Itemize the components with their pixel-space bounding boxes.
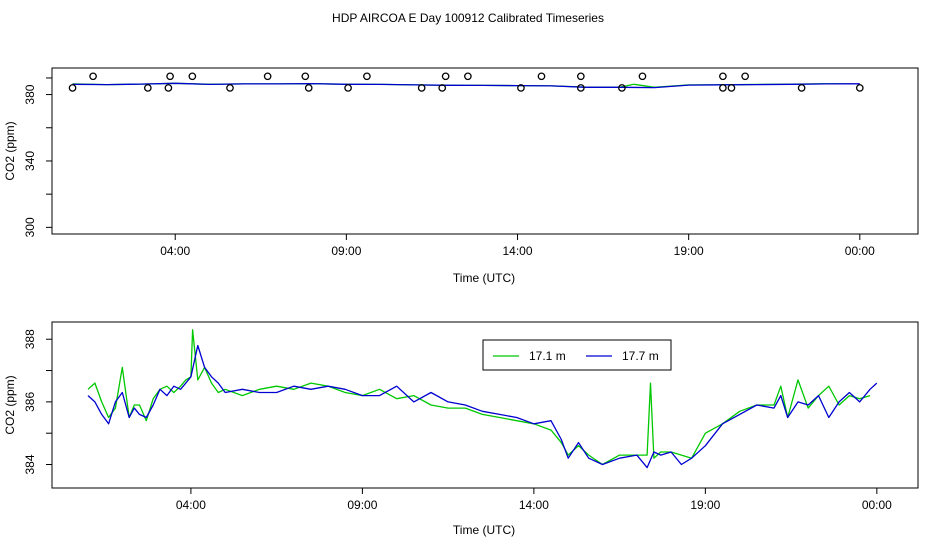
legend-box [482, 339, 672, 371]
top-marker-lower-2 [143, 84, 152, 92]
top-marker-lower-6 [344, 84, 352, 92]
bottom-y-tick-label-384: 384 [23, 454, 37, 474]
bottom-panel: 04:00 09:00 14:00 19:00 00:00 384 386 388 Time… [3, 321, 919, 537]
top-marker-lower-14 [797, 84, 806, 92]
top-y-tick-label-380: 380 [23, 84, 37, 104]
top-y-axis-label: CO2 (ppm) [3, 121, 17, 180]
bottom-x-tick-label-09-00: 09:00 [347, 498, 377, 512]
top-marker-upper-8 [464, 72, 472, 81]
top-series-layer [72, 82, 860, 89]
top-marker-lower-4 [226, 84, 234, 92]
bottom-x-tick-label-19-00: 19:00 [690, 498, 720, 512]
bottom-y-axis-label: CO2 (ppm) [3, 375, 17, 434]
bottom-y-tick-label-386: 386 [23, 392, 37, 412]
top-marker-upper-5 [301, 72, 310, 81]
bottom-series-line-17-7-m [87, 344, 878, 469]
top-x-tick-label-19-00: 19:00 [674, 244, 704, 258]
top-x-axis-label: Time (UTC) [453, 271, 515, 285]
top-panel: 04:00 09:00 14:00 19:00 00:00 300 340 380 Time… [3, 67, 919, 285]
legend-label-17-1m: 17.1 m [529, 349, 566, 363]
top-x-tick-label-09-00: 09:00 [331, 244, 361, 258]
top-marker-lower-12 [727, 84, 736, 92]
top-marker-upper-10 [576, 72, 585, 81]
bottom-x-tick-label-04-00: 04:00 [176, 498, 206, 512]
top-marker-lower-1 [68, 84, 77, 92]
top-marker-lower-10 [576, 84, 585, 92]
top-marker-lower-11 [618, 84, 626, 92]
top-x-tick-label-04-00: 04:00 [160, 244, 190, 258]
top-plot-frame [51, 67, 919, 235]
top-marker-lower-7 [417, 84, 426, 92]
top-x-tick-label-00-00: 00:00 [845, 244, 875, 258]
top-marker-upper-7 [441, 72, 450, 81]
bottom-plot-frame [51, 321, 919, 489]
top-marker-lower-15 [855, 84, 864, 92]
top-marker-upper-6 [363, 72, 371, 81]
top-marker-upper-12 [719, 72, 727, 81]
bottom-series-layer [87, 329, 878, 469]
top-y-tick-label-300: 300 [23, 217, 37, 237]
bottom-x-tick-label-14-00: 14:00 [519, 498, 549, 512]
top-marker-upper-3 [188, 72, 197, 81]
top-marker-lower-13 [719, 84, 727, 92]
top-marker-upper-1 [89, 72, 97, 81]
top-marker-upper-13 [741, 72, 749, 81]
bottom-y-tick-label-388: 388 [23, 329, 37, 349]
top-y-axis: 300 340 380 [23, 77, 52, 237]
bottom-x-axis: 04:00 09:00 14:00 19:00 00:00 [176, 488, 892, 512]
bottom-y-axis: 384 386 388 [23, 329, 52, 475]
top-marker-upper-11 [638, 72, 647, 81]
top-marker-lower-5 [304, 84, 313, 92]
bottom-series-line-17-1-m [87, 329, 871, 466]
top-marker-upper-9 [537, 72, 546, 81]
top-y-tick-label-340: 340 [23, 151, 37, 171]
top-x-axis: 04:00 09:00 14:00 19:00 00:00 [160, 234, 875, 258]
top-marker-lower-9 [517, 84, 525, 92]
top-series-line-blue [72, 82, 860, 89]
legend: 17.1 m 17.7 m [482, 339, 672, 371]
figure-title: HDP AIRCOA E Day 100912 Calibrated Times… [332, 11, 604, 25]
top-marker-lower-3 [164, 84, 173, 92]
legend-label-17-7m: 17.7 m [622, 349, 659, 363]
top-marker-upper-4 [263, 72, 272, 81]
bottom-x-axis-label: Time (UTC) [453, 523, 515, 537]
top-x-tick-label-14-00: 14:00 [503, 244, 533, 258]
top-marker-layer [68, 72, 864, 92]
top-marker-upper-2 [166, 72, 174, 81]
top-marker-lower-8 [438, 84, 447, 92]
bottom-x-tick-label-00-00: 00:00 [862, 498, 892, 512]
